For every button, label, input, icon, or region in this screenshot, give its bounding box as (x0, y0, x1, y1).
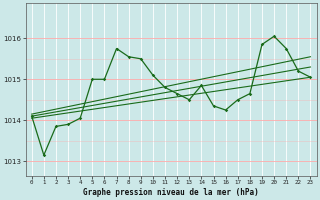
X-axis label: Graphe pression niveau de la mer (hPa): Graphe pression niveau de la mer (hPa) (83, 188, 259, 197)
